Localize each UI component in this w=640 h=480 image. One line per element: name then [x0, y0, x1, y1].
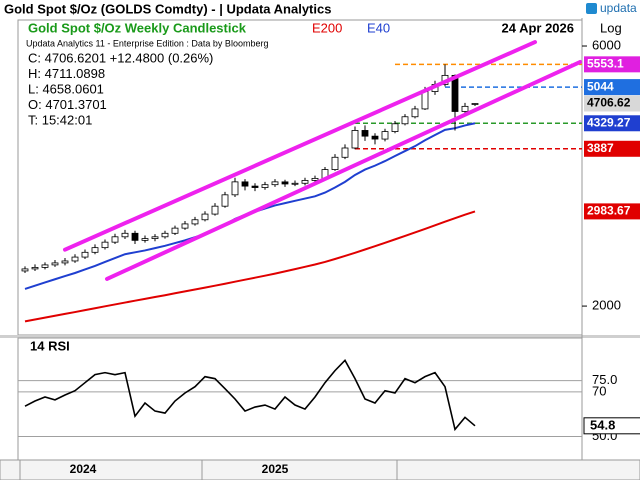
main-plot	[21, 40, 582, 323]
candle-body	[361, 130, 369, 137]
info-line: O: 4701.3701	[28, 97, 107, 112]
x-tick-label: 2024	[70, 462, 97, 476]
candle-body	[471, 103, 479, 105]
candle-body	[41, 264, 49, 268]
rsi-panel	[17, 337, 583, 461]
candle-body	[331, 156, 339, 170]
info-line: C: 4706.6201 +12.4800 (0.26%)	[28, 50, 213, 65]
candle-body	[81, 251, 89, 258]
candle-body	[411, 108, 419, 118]
rsi-plot	[18, 359, 582, 438]
candle-body	[281, 181, 289, 185]
candle-body	[311, 177, 319, 181]
candle-body	[121, 232, 129, 238]
candle-body	[421, 91, 429, 110]
chart-date: 24 Apr 2026	[501, 20, 574, 35]
level-tag-label: 3887	[587, 141, 614, 155]
level-tag-label: 4329.27	[587, 115, 631, 129]
trend-channel	[105, 60, 582, 281]
x-axis-strip	[0, 459, 640, 480]
candle-body	[111, 236, 119, 243]
candle-body	[271, 181, 279, 186]
candle-body	[161, 232, 169, 238]
rsi-tag	[583, 417, 640, 435]
info-line: T: 15:42:01	[28, 112, 92, 127]
level-tag	[584, 203, 640, 220]
legend-entry: E40	[367, 20, 390, 35]
axis-label: Log	[600, 20, 622, 35]
level-tag-label: 2983.67	[587, 204, 631, 218]
level-tag	[584, 56, 640, 73]
legend-entry: E200	[312, 20, 342, 35]
rsi-line	[24, 359, 476, 432]
candle-body	[61, 260, 69, 264]
overlay: 6000 2000 Log 2024 2025 5553.1 5044 4706.62 4329…	[19, 20, 640, 480]
candle-body	[181, 223, 189, 229]
info-line: L: 4658.0601	[28, 81, 104, 96]
candle-body	[391, 123, 399, 132]
candle-body	[231, 181, 239, 196]
candle-body	[211, 205, 219, 215]
level-tag-label: 5553.1	[587, 57, 624, 71]
rsi-tag-label: 54.8	[590, 417, 615, 432]
level-tag	[584, 140, 640, 157]
candle-body	[401, 116, 409, 125]
candle-body	[131, 232, 139, 241]
candle-body	[91, 247, 99, 253]
info-line: H: 4711.0898	[28, 66, 105, 81]
panel-separator	[0, 335, 640, 338]
x-tick-label: 2025	[262, 462, 289, 476]
candle-body	[21, 268, 29, 272]
candle-body	[141, 238, 149, 241]
candle-body	[251, 185, 259, 188]
candle-body	[461, 105, 469, 112]
candle-body	[221, 194, 229, 207]
y-tick-label: 75.0	[592, 372, 617, 387]
candle-body	[341, 147, 349, 158]
main-panel	[17, 19, 583, 336]
candle-body	[301, 180, 309, 184]
y-tick-label: 6000	[592, 37, 621, 52]
candle-body	[171, 227, 179, 234]
candle-body	[71, 256, 79, 262]
level-tag-label: 5044	[587, 79, 614, 93]
ema-line	[24, 210, 476, 323]
candle-body	[151, 236, 159, 239]
level-tag	[584, 79, 640, 96]
candle-body	[351, 130, 359, 149]
window-title: Gold Spot $/Oz (GOLDS Comdty) - | Updata…	[4, 1, 331, 16]
logo: updata	[600, 1, 637, 15]
candle-body	[101, 241, 109, 249]
candle-body	[451, 74, 459, 112]
level-tag-label: 4706.62	[587, 96, 631, 110]
candle-body	[261, 184, 269, 188]
candle-body	[51, 262, 59, 266]
y-tick-label: 70	[592, 383, 606, 398]
candle-body	[241, 181, 249, 187]
candle-body	[371, 135, 379, 140]
candle-body	[31, 267, 39, 270]
y-tick-label: 2000	[592, 298, 621, 313]
level-tag	[584, 95, 640, 112]
rsi-title: 14 RSI	[30, 338, 70, 353]
candle-body	[201, 213, 209, 221]
level-tag	[584, 115, 640, 132]
candle-body	[191, 219, 199, 225]
candle-body	[291, 182, 299, 185]
trend-channel	[63, 40, 537, 252]
chart-subtitle: Updata Analytics 11 - Enterprise Edition…	[26, 38, 268, 48]
logo-icon	[586, 3, 597, 14]
chart-title: Gold Spot $/Oz Weekly Candlestick	[28, 20, 247, 35]
candle-body	[381, 131, 389, 140]
